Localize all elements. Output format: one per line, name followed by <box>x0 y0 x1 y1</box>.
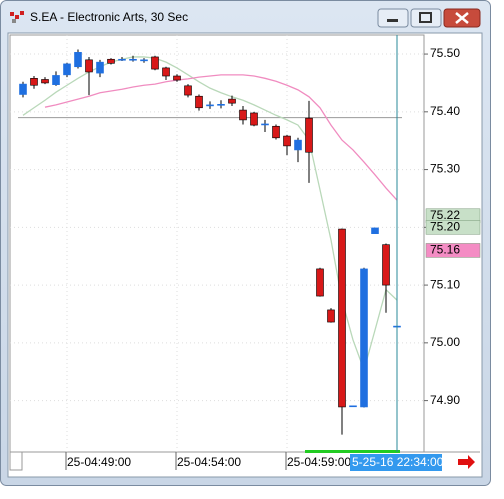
candle-body <box>349 405 357 408</box>
candle-body <box>250 112 258 126</box>
candle-body <box>30 78 38 86</box>
candle-body <box>96 61 104 74</box>
candle-body <box>360 268 368 408</box>
scroll-right-arrow[interactable] <box>458 455 475 469</box>
price-label: 75.20 <box>430 220 460 234</box>
candle-body <box>316 268 324 297</box>
candle-body <box>294 139 302 151</box>
moving-average-line <box>22 56 398 373</box>
candle-body <box>151 56 159 70</box>
candle-body <box>305 117 313 153</box>
candle-body <box>140 59 148 62</box>
minimize-button[interactable] <box>377 8 409 28</box>
price-label: 75.22 <box>430 208 460 222</box>
y-tick-label: 75.40 <box>430 104 460 118</box>
candle-body <box>217 104 225 106</box>
candle-body <box>107 58 115 64</box>
plot-area <box>9 34 425 453</box>
x-tick-label: 25-04:59:00 <box>287 455 351 469</box>
candle-body <box>162 67 170 77</box>
candle-body <box>327 309 335 323</box>
y-tick-label: 75.10 <box>430 277 460 291</box>
maximize-button[interactable] <box>410 8 442 28</box>
candle-body <box>173 75 181 81</box>
candle-body <box>195 95 203 109</box>
y-tick-label: 75.00 <box>430 335 460 349</box>
candle-body <box>74 52 82 68</box>
candle-body <box>129 58 137 61</box>
candle-body <box>272 125 280 139</box>
candle-body <box>63 63 71 76</box>
candle-body <box>41 79 49 84</box>
candle-body <box>371 227 379 234</box>
x-tick-label: 25-04:49:00 <box>67 455 131 469</box>
scroll-indicator <box>305 450 400 453</box>
candle-body <box>52 75 60 85</box>
candle-body <box>283 135 291 147</box>
price-label-box <box>425 220 481 235</box>
candle-body <box>228 98 236 104</box>
candle-body <box>382 244 390 286</box>
y-tick-label: 75.30 <box>430 162 460 176</box>
y-tick-label: 74.90 <box>430 393 460 407</box>
candle-body <box>338 228 346 408</box>
candle-body <box>19 83 27 95</box>
candle-body <box>206 104 214 107</box>
price-label: 75.16 <box>430 243 460 257</box>
window-title: S.EA - Electronic Arts, 30 Sec <box>30 10 188 24</box>
scroll-box[interactable] <box>9 451 23 471</box>
candle-body <box>239 109 247 121</box>
candle-body <box>261 123 269 126</box>
cursor-label: 5-25-16 22:34:00 <box>352 455 444 469</box>
candle-body <box>118 58 126 61</box>
candle-body <box>85 59 93 73</box>
price-label-box <box>425 243 481 258</box>
candle-body <box>184 85 192 96</box>
app-icon <box>10 11 24 23</box>
moving-average-line <box>44 74 398 201</box>
cursor-label-box <box>350 454 442 471</box>
y-tick-label: 75.50 <box>430 46 460 60</box>
close-button[interactable] <box>443 8 481 28</box>
x-tick-label: 25-04:54:00 <box>177 455 241 469</box>
